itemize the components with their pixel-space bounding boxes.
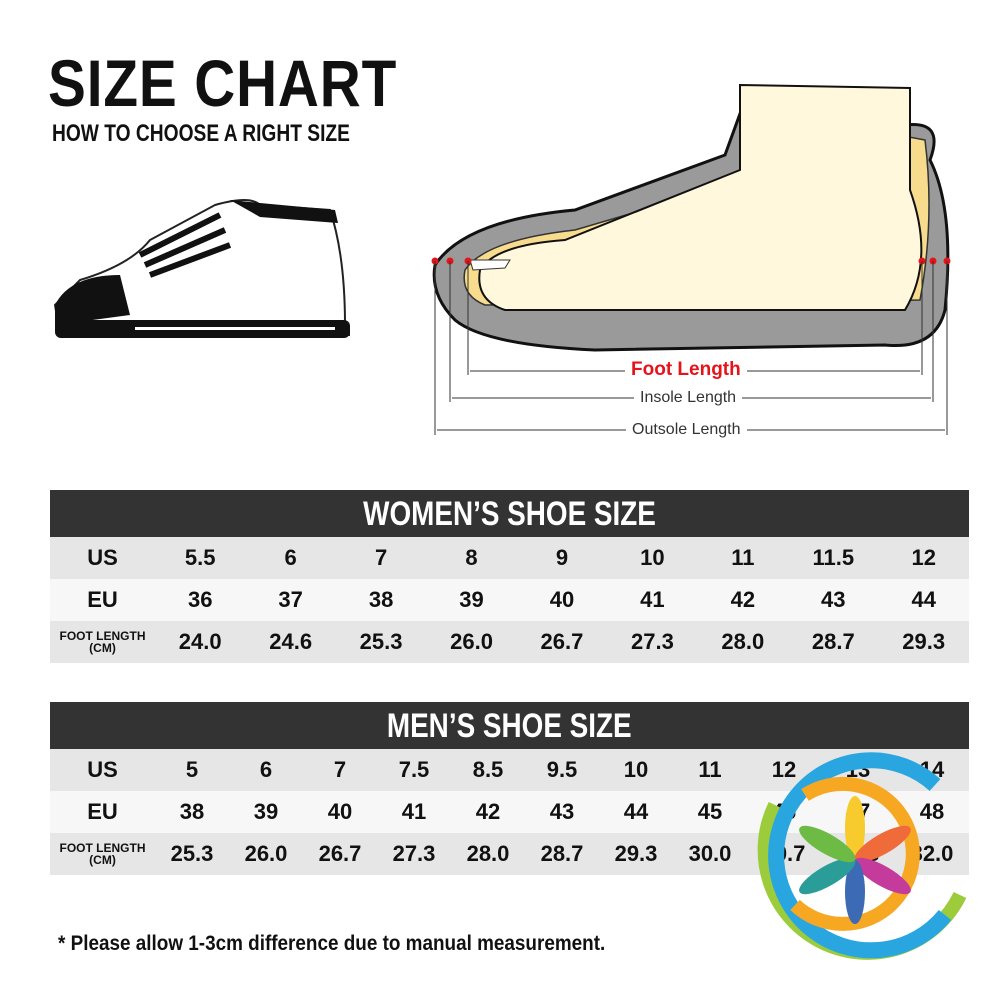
table-cell: 37	[278, 587, 303, 612]
table-cell: 28.0	[721, 629, 765, 654]
table-cell: 10	[640, 545, 665, 570]
table-cell: 27.3	[630, 629, 674, 654]
foot-diagram	[431, 83, 951, 435]
table-cell: 44	[911, 587, 936, 612]
table-cell: 39	[459, 587, 484, 612]
table-cell: 42	[475, 799, 501, 824]
table-cell: 39	[253, 799, 279, 824]
table-cell: 25.3	[170, 841, 214, 866]
table-cell: 27.3	[392, 841, 436, 866]
table-cell: 26.7	[540, 629, 584, 654]
table-cell: 48	[919, 799, 945, 824]
table-cell: 5.5	[184, 545, 216, 570]
page-subtitle: HOW TO CHOOSE A RIGHT SIZE	[52, 120, 350, 147]
table-cell: 43	[821, 587, 846, 612]
table-cell: 29.3	[902, 629, 946, 654]
table-cell: 28.0	[466, 841, 510, 866]
table-cell: 38	[368, 587, 394, 612]
table-cell: 41	[640, 587, 665, 612]
table-cell: 7	[374, 545, 388, 570]
table-cell: 9.5	[546, 757, 578, 782]
table-cell: 45	[697, 799, 723, 824]
table-row: US 5.5 6 7 8 9 10 11 11.5 12	[50, 537, 969, 579]
foot-length-label: Foot Length	[625, 359, 747, 381]
table-cell: 8.5	[472, 757, 504, 782]
table-cell: 11	[698, 757, 722, 782]
table-cell: 26.7	[318, 841, 362, 866]
table-cell: 24.6	[269, 629, 313, 654]
table-cell: 44	[623, 799, 649, 824]
table-cell: 26.0	[450, 629, 493, 654]
insole-length-label: Insole Length	[634, 389, 743, 407]
table-row: FOOT LENGTH (CM) 24.0 24.6 25.3 26.0 26.7 27.3…	[50, 621, 969, 663]
table-cell: 6	[284, 545, 297, 570]
table-cell: 10	[623, 757, 649, 782]
table-cell: 12	[911, 545, 936, 570]
table-cell: 11	[731, 545, 755, 570]
table-cell: 28.7	[811, 629, 855, 654]
table-cell: 40	[549, 587, 575, 612]
table-cell: 26.0	[244, 841, 288, 866]
table-cell: 24.0	[178, 629, 222, 654]
table-cell: 30.0	[688, 841, 732, 866]
measurement-note: * Please allow 1-3cm difference due to m…	[58, 932, 606, 955]
table-cell: 38	[179, 799, 205, 824]
watermark-logo	[757, 752, 967, 960]
table-cell: 7	[333, 757, 347, 782]
page-title: SIZE CHART	[48, 46, 398, 120]
table-cell: 28.7	[540, 841, 584, 866]
table-cell: 8	[465, 545, 478, 570]
table-title: WOMEN’S SHOE SIZE	[50, 490, 969, 537]
outsole-length-label: Outsole Length	[626, 421, 747, 439]
table-cell: 7.5	[398, 757, 430, 782]
table-cell: 25.3	[359, 629, 403, 654]
table-cell: 36	[187, 587, 213, 612]
table-cell: 5	[185, 757, 199, 782]
table-cell: 9	[555, 545, 569, 570]
table-row: EU 36 37 38 39 40 41 42 43 44	[50, 579, 969, 621]
table-cell: 40	[327, 799, 353, 824]
table-cell: 29.3	[614, 841, 658, 866]
table-cell: 12	[771, 757, 797, 782]
table-cell: 6	[259, 757, 273, 782]
table-title: MEN’S SHOE SIZE	[50, 702, 969, 749]
table-cell: 42	[730, 587, 756, 612]
table-cell: 43	[549, 799, 575, 824]
table-cell: 41	[401, 799, 427, 824]
womens-size-table: WOMEN’S SHOE SIZE US 5.5 6 7 8 9 10 11 11.5 12 EU…	[50, 490, 969, 663]
mens-size-table: MEN’S SHOE SIZE US 5 6 7 7.5 8.5 9.5 10 11 12 13 14…	[50, 702, 969, 875]
table-cell: 11.5	[812, 545, 855, 570]
sneaker-image	[53, 199, 350, 338]
